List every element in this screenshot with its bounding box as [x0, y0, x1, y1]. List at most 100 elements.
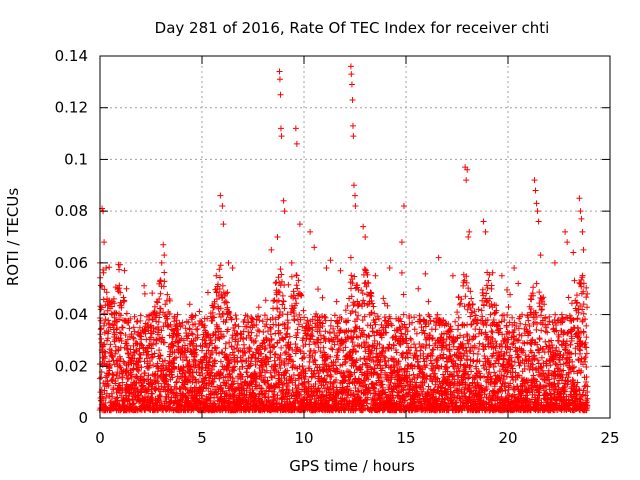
data-point — [186, 358, 193, 365]
data-point — [173, 317, 180, 324]
data-point — [162, 301, 169, 308]
data-point — [311, 356, 318, 363]
data-point — [304, 317, 311, 324]
data-point — [273, 279, 280, 286]
data-point — [180, 364, 187, 371]
data-point — [160, 283, 167, 290]
data-point — [301, 314, 308, 321]
data-point — [246, 363, 253, 370]
data-point — [296, 363, 303, 370]
data-point — [185, 332, 192, 339]
data-point — [314, 392, 321, 399]
data-point — [136, 354, 143, 361]
data-point — [121, 297, 128, 304]
data-point — [135, 358, 142, 365]
data-point — [205, 359, 212, 366]
data-point — [275, 322, 282, 329]
data-point — [169, 343, 176, 350]
data-point — [125, 375, 132, 382]
data-point — [253, 316, 260, 323]
data-point — [285, 281, 292, 288]
data-point — [201, 354, 208, 361]
data-point — [173, 354, 180, 361]
data-point — [232, 312, 239, 319]
data-point — [173, 378, 180, 385]
data-point — [148, 354, 155, 361]
data-point — [166, 297, 173, 304]
data-point — [147, 334, 154, 341]
data-point — [294, 384, 301, 391]
data-point — [204, 315, 211, 322]
data-point — [309, 333, 316, 340]
data-point — [234, 357, 241, 364]
data-point — [139, 383, 146, 390]
data-point — [329, 338, 336, 345]
data-point — [107, 341, 114, 348]
data-point — [154, 360, 161, 367]
data-point — [97, 282, 104, 289]
data-point — [229, 332, 236, 339]
data-point — [306, 341, 313, 348]
data-point — [259, 318, 266, 325]
data-point — [293, 282, 300, 289]
data-point — [101, 310, 108, 317]
data-point — [148, 396, 155, 403]
data-point — [106, 358, 113, 365]
data-point — [278, 271, 285, 278]
data-point — [246, 348, 253, 355]
data-point — [119, 379, 126, 386]
data-point — [157, 290, 164, 297]
data-point — [207, 391, 214, 398]
data-point — [324, 355, 331, 362]
data-point — [144, 376, 151, 383]
data-point — [233, 315, 240, 322]
data-point — [161, 357, 168, 364]
data-point — [148, 345, 155, 352]
data-point — [305, 378, 312, 385]
data-point — [186, 326, 193, 333]
data-point — [319, 320, 326, 327]
data-point — [158, 398, 165, 405]
data-point — [287, 309, 294, 316]
data-point — [137, 317, 144, 324]
data-point — [177, 366, 184, 373]
data-point — [225, 308, 232, 315]
data-point — [189, 313, 196, 320]
data-point — [257, 384, 264, 391]
data-point — [161, 269, 168, 276]
data-point — [211, 401, 218, 408]
data-point — [220, 333, 227, 340]
data-point — [131, 328, 138, 335]
data-point — [271, 343, 278, 350]
data-point — [329, 346, 336, 353]
data-point — [193, 326, 200, 333]
data-point — [316, 328, 323, 335]
data-point — [185, 362, 192, 369]
data-point — [164, 291, 171, 298]
data-point — [300, 307, 307, 314]
data-point — [155, 380, 162, 387]
data-point — [284, 317, 291, 324]
data-point — [239, 373, 246, 380]
data-point — [312, 357, 319, 364]
data-point — [330, 380, 337, 387]
data-point — [144, 348, 151, 355]
data-point — [202, 364, 209, 371]
data-point — [268, 335, 275, 342]
data-point — [226, 371, 233, 378]
data-point — [229, 349, 236, 356]
data-point — [315, 336, 322, 343]
data-point — [192, 376, 199, 383]
data-point — [130, 324, 137, 331]
data-point — [163, 377, 170, 384]
data-point — [229, 381, 236, 388]
data-point — [258, 350, 265, 357]
data-point — [141, 282, 148, 289]
data-point — [298, 291, 305, 298]
data-point — [125, 361, 132, 368]
data-point — [319, 389, 326, 396]
data-point — [256, 317, 263, 324]
data-point — [98, 335, 105, 342]
data-point — [216, 266, 223, 273]
data-point — [209, 317, 216, 324]
